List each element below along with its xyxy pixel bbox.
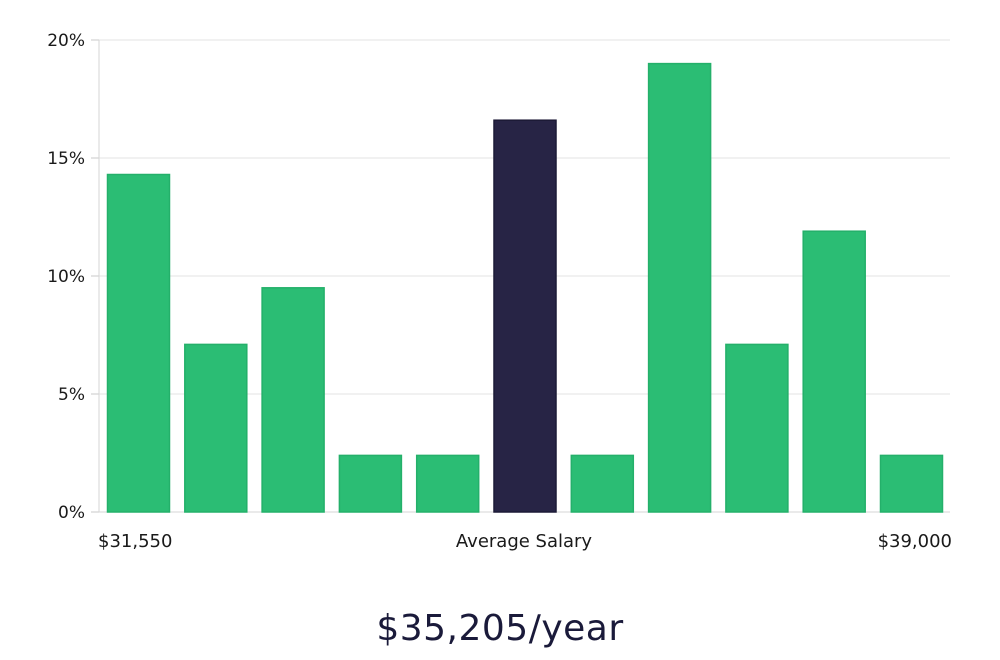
- y-tick-label: 0%: [58, 503, 85, 523]
- bar: [879, 454, 944, 513]
- bar: [415, 454, 480, 513]
- x-right-label: $39,000: [878, 531, 952, 552]
- bar: [802, 230, 866, 513]
- bar: [184, 343, 248, 513]
- y-tick-label: 15%: [47, 149, 85, 169]
- y-axis-ticks: 0% 5% 10% 15% 20%: [47, 31, 99, 523]
- bar: [261, 287, 325, 513]
- bar: [647, 62, 712, 513]
- bar-average-salary: [493, 119, 557, 513]
- y-tick-label: 5%: [58, 385, 85, 405]
- salary-histogram: 0% 5% 10% 15% 20% $31,550 Average Salary $39…: [47, 31, 952, 552]
- bar: [338, 454, 403, 513]
- bars: [106, 62, 944, 513]
- x-center-label: Average Salary: [456, 531, 593, 552]
- bar: [725, 343, 789, 513]
- y-tick-label: 10%: [47, 267, 85, 287]
- y-tick-label: 20%: [47, 31, 85, 51]
- bar: [106, 173, 171, 513]
- average-salary-value: $35,205/year: [376, 608, 624, 649]
- bar: [570, 454, 635, 513]
- x-left-label: $31,550: [98, 531, 172, 552]
